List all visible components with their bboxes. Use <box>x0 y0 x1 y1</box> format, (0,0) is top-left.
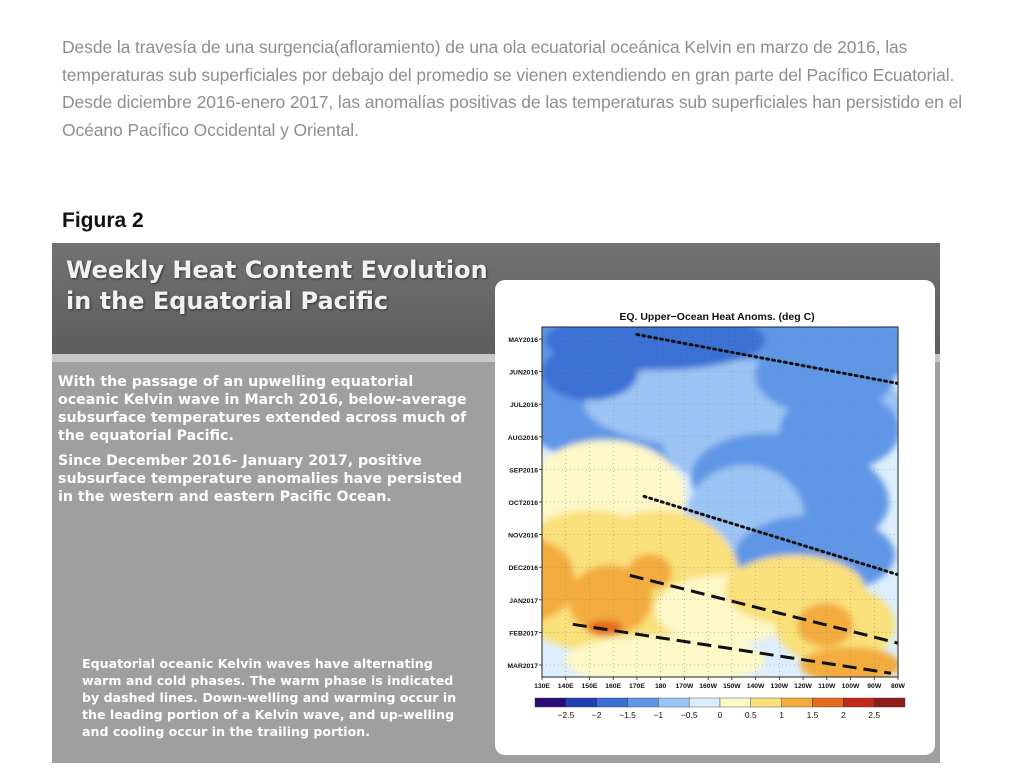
slide-title: Weekly Heat Content Evolution in the Equ… <box>66 256 488 315</box>
y-tick-label: NOV2016 <box>508 533 538 540</box>
legend-swatch <box>688 697 721 708</box>
color-legend: −2.5 −2 −1.5 −1 −0.5 0 0.5 1 1.5 2 2.5 <box>534 697 906 720</box>
strong-cold-anomaly-region <box>542 344 638 400</box>
chart-title: EQ. Upper−Ocean Heat Anoms. (deg C) <box>619 311 814 323</box>
warm-phase-dashed-line <box>572 622 892 675</box>
slide-note: Equatorial oceanic Kelvin waves have alt… <box>82 656 457 739</box>
y-tick-label: JUN2016 <box>509 370 538 377</box>
chart-card: EQ. Upper−Ocean Heat Anoms. (deg C) MAY2… <box>495 280 935 755</box>
legend-swatch <box>534 697 567 708</box>
y-tick-label: DEC2016 <box>509 565 539 572</box>
x-tick-label: 160E <box>605 683 621 690</box>
legend-tick-label: 1.5 <box>807 710 819 720</box>
legend-tick-label: −1 <box>653 710 663 720</box>
x-tick-label: 150W <box>723 683 741 690</box>
y-axis: MAY2016 JUN2016 JUL2016 AUG2016 SEP2016 OCT20… <box>507 337 542 670</box>
legend-swatch <box>750 697 782 708</box>
legend-swatch <box>596 697 628 708</box>
y-tick-label: MAR2017 <box>507 663 538 670</box>
legend-tick-label: 2 <box>841 710 846 720</box>
x-tick-label: 170E <box>629 683 645 690</box>
legend-swatch <box>843 697 875 708</box>
slide-paragraph-1: With the passage of an upwelling equator… <box>58 374 467 444</box>
x-tick-label: 110W <box>818 683 836 690</box>
x-tick-label: 130E <box>534 683 550 690</box>
x-tick-label: 180 <box>655 683 667 690</box>
slide-body: With the passage of an upwelling equator… <box>58 373 478 513</box>
y-tick-label: AUG2016 <box>508 435 538 442</box>
x-tick-label: 160W <box>699 683 717 690</box>
x-tick-label: 130W <box>770 683 788 690</box>
x-tick-label: 140E <box>558 683 574 690</box>
cold-phase-dotted-line <box>642 494 898 577</box>
x-tick-label: 170W <box>676 683 694 690</box>
legend-tick-label: 0.5 <box>745 710 757 720</box>
x-tick-label: 90W <box>867 683 882 690</box>
y-tick-label: JUL2016 <box>510 402 538 409</box>
cold-phase-dotted-line <box>635 333 898 385</box>
figure-slide: Weekly Heat Content Evolution in the Equ… <box>52 243 940 763</box>
cold-anomaly-region <box>780 390 898 470</box>
legend-swatch <box>658 697 690 708</box>
intro-paragraph: Desde la travesía de una surgencia(aflor… <box>62 37 962 140</box>
legend-tick-label: −0.5 <box>681 710 698 720</box>
legend-swatch <box>781 697 813 708</box>
legend-tick-label: −2 <box>592 710 602 720</box>
strong-warm-anomaly-region <box>542 540 575 620</box>
y-tick-label: FEB2017 <box>509 630 538 637</box>
legend-swatch <box>565 697 597 708</box>
x-axis: 130E 140E 150E 160E 170E 180 170W 160W 150W 140W 1… <box>534 677 906 690</box>
x-tick-label: 150E <box>582 683 598 690</box>
legend-tick-label: 1 <box>779 710 784 720</box>
y-tick-label: SEP2016 <box>509 467 538 474</box>
legend-swatch <box>627 697 659 708</box>
warm-phase-dashed-line <box>629 573 898 645</box>
x-tick-label: 100W <box>842 683 860 690</box>
y-tick-label: OCT2016 <box>509 500 539 507</box>
warm-anomaly-region <box>565 635 765 677</box>
kelvin-wave-lines <box>572 333 898 675</box>
x-tick-label: 140W <box>747 683 765 690</box>
slide-paragraph-2: Since December 2016- January 2017, posit… <box>58 453 463 505</box>
heat-anomaly-chart: EQ. Upper−Ocean Heat Anoms. (deg C) MAY2… <box>507 311 906 720</box>
strong-warm-anomaly-region <box>628 554 672 590</box>
y-tick-label: MAY2016 <box>508 337 538 344</box>
legend-swatch <box>873 697 906 708</box>
y-tick-label: JAN2017 <box>509 598 538 605</box>
legend-tick-label: 2.5 <box>868 710 880 720</box>
anomaly-field <box>542 327 898 677</box>
legend-tick-label: −1.5 <box>619 710 636 720</box>
legend-tick-label: 0 <box>718 710 723 720</box>
figure-label: Figura 2 <box>62 209 144 232</box>
legend-swatch <box>812 697 844 708</box>
legend-swatch <box>719 697 752 708</box>
x-tick-label: 80W <box>891 683 906 690</box>
x-tick-label: 120W <box>794 683 812 690</box>
legend-tick-label: −2.5 <box>557 710 574 720</box>
